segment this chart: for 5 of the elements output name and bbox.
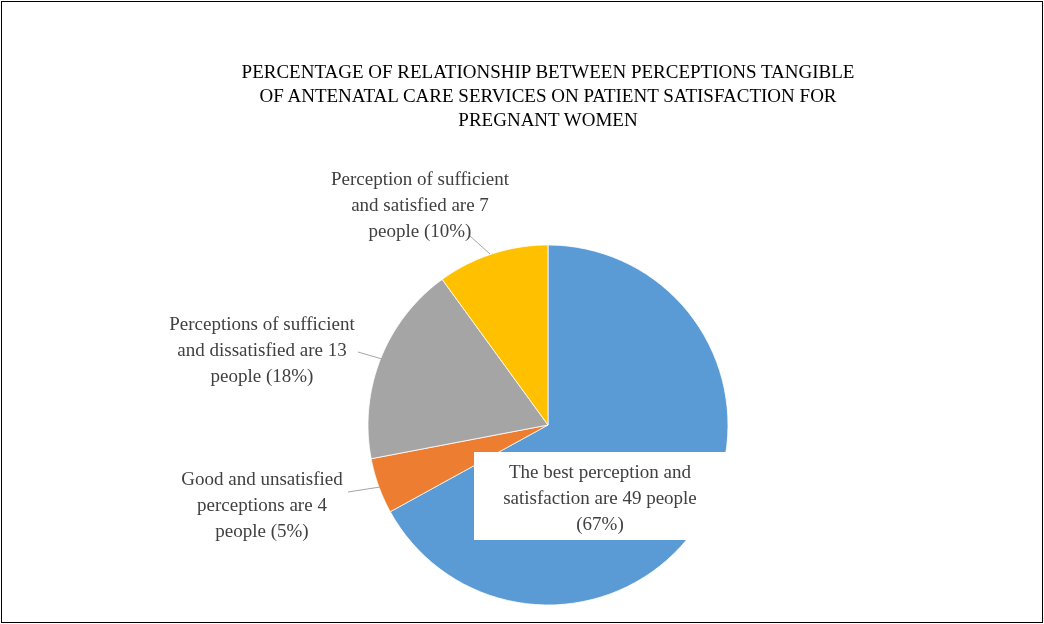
slice-label: Perceptions of sufficient and dissatisfied are 13 people (18%) <box>169 313 356 387</box>
chart-title: PERCENTAGE OF RELATIONSHIP BETWEEN PERCEPTIONS TANGIBLE OF ANTENATAL CARE SERVICES ON PATIENT SATISFACTION FOR PREGNANT WOMEN <box>241 61 855 130</box>
slice-label: Perception of sufficient and satisfied are 7 people (10%) <box>331 168 510 242</box>
slice-label: The best perception and satisfaction are 49 people (67%) <box>503 461 697 535</box>
slice-label: Good and unsatisfied perceptions are 4 people (5%) <box>181 468 344 542</box>
